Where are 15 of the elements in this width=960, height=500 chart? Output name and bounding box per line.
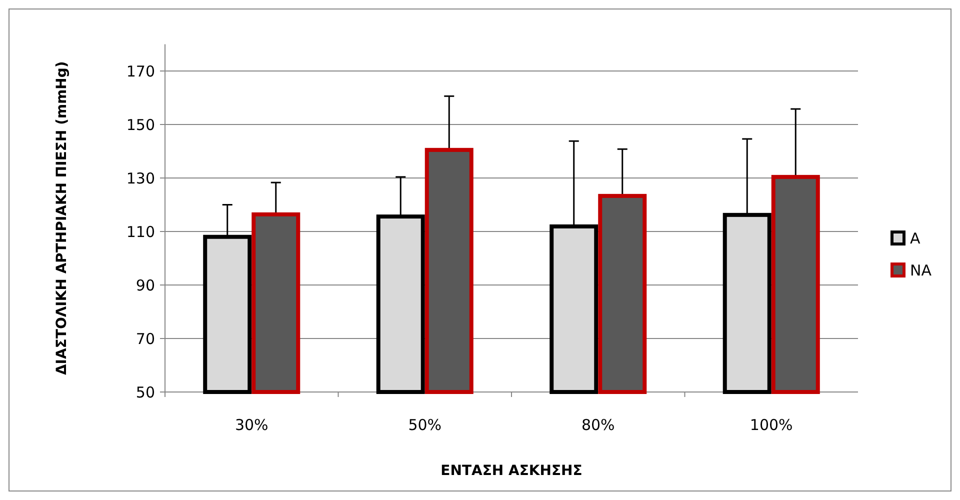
legend-label: A <box>910 229 921 248</box>
y-tick-label: 90 <box>136 276 155 294</box>
y-tick-label: 170 <box>126 62 155 80</box>
legend-label: NA <box>910 261 932 280</box>
x-axis-title: ΕΝΤΑΣΗ ΑΣΚΗΣΗΣ <box>440 463 582 479</box>
y-tick-label: 70 <box>136 330 155 348</box>
y-axis-title: ΔΙΑΣΤΟΛΙΚΗ ΑΡΤΗΡΙΑΚΗ ΠΙΕΣΗ (mmHg) <box>54 61 70 376</box>
x-tick-label: 80% <box>581 416 615 434</box>
x-tick-label: 50% <box>408 416 442 434</box>
x-tick-label: 100% <box>750 416 793 434</box>
y-tick-label: 130 <box>126 169 155 188</box>
y-tick-label: 150 <box>126 116 155 134</box>
y-tick-label: 110 <box>126 222 155 241</box>
x-tick-label: 30% <box>234 416 268 434</box>
y-tick-label: 50 <box>136 383 155 402</box>
